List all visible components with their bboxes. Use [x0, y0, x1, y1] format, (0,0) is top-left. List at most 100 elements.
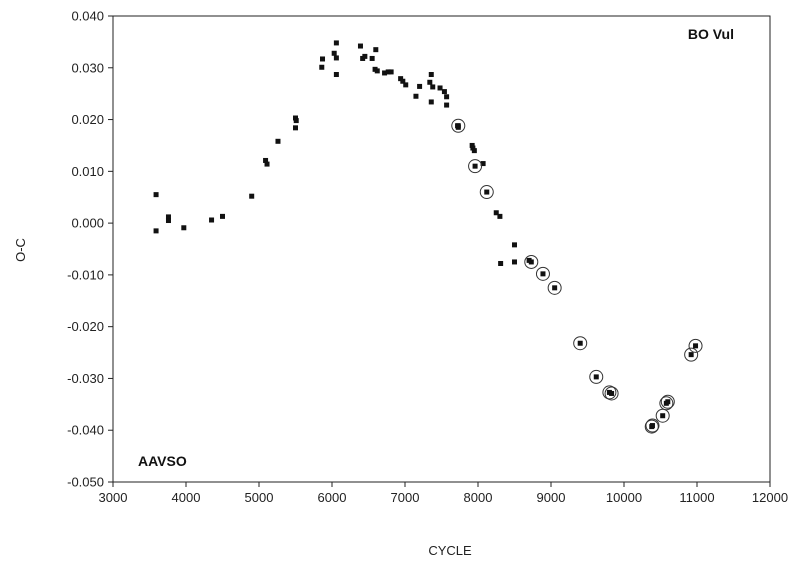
point-circle-marker [524, 254, 539, 269]
data-point [181, 225, 187, 231]
data-point [428, 99, 434, 105]
point-circle-marker [589, 369, 604, 384]
data-point-circled [479, 185, 494, 200]
point-circle-marker [659, 396, 674, 411]
data-point [688, 352, 694, 358]
point-circle-marker [660, 394, 675, 409]
data-point [577, 340, 583, 346]
point-circle-marker [573, 336, 588, 351]
data-point [165, 218, 171, 224]
point-circle-marker [604, 386, 619, 401]
data-point [369, 55, 375, 61]
data-point [153, 192, 159, 198]
data-point [388, 69, 394, 75]
data-point [400, 78, 406, 84]
data-point [165, 214, 171, 220]
data-point [357, 43, 363, 49]
point-circle-marker [479, 185, 494, 200]
point-circle-marker [684, 347, 699, 362]
data-point-circled [524, 254, 539, 269]
data-point [293, 115, 298, 121]
x-tick-label: 5000 [245, 490, 274, 505]
annotation-star-name: BO Vul [688, 26, 734, 42]
data-point [660, 413, 666, 419]
y-tick-label: -0.030 [67, 371, 104, 386]
data-point [417, 83, 423, 89]
data-point [333, 55, 339, 61]
y-tick-label: 0.030 [71, 60, 104, 75]
data-point [413, 93, 419, 99]
x-tick-label: 12000 [752, 490, 788, 505]
data-point-circled [468, 159, 483, 174]
series-plain-points [153, 40, 532, 266]
y-tick-label: -0.040 [67, 423, 104, 438]
x-tick-label: 4000 [172, 490, 201, 505]
data-point-circled [604, 386, 619, 401]
data-point [373, 47, 379, 53]
data-point [437, 85, 443, 91]
data-point [441, 89, 447, 95]
data-point [153, 228, 159, 234]
data-point [480, 161, 486, 167]
x-tick-label: 3000 [99, 490, 128, 505]
series-circled-points [451, 118, 703, 434]
y-tick-label: 0.010 [71, 164, 104, 179]
y-tick-label: -0.050 [67, 475, 104, 490]
data-point [540, 271, 546, 277]
x-tick-label: 11000 [679, 490, 714, 505]
data-point [455, 123, 461, 129]
data-point-circled [573, 336, 588, 351]
data-point [528, 259, 534, 265]
data-point-circled [535, 266, 550, 281]
point-circle-marker [547, 280, 562, 295]
data-point [470, 145, 476, 151]
point-circle-marker [602, 385, 617, 400]
x-tick-label: 7000 [391, 490, 420, 505]
data-point [444, 94, 450, 100]
x-tick-label: 9000 [537, 490, 566, 505]
data-point [665, 399, 671, 405]
x-tick-label: 6000 [318, 490, 347, 505]
data-point [472, 163, 478, 169]
data-point [512, 242, 517, 248]
y-axis-label: O-C [13, 238, 28, 262]
data-point [469, 142, 475, 148]
data-point [428, 72, 434, 78]
data-point [609, 390, 615, 396]
data-point [403, 82, 409, 88]
x-axis-ticks: 3000 4000 5000 6000 7000 8000 9000 10000 11000 12… [99, 482, 788, 505]
y-tick-label: -0.010 [67, 267, 104, 282]
point-circle-marker [688, 338, 703, 353]
data-point [430, 84, 436, 90]
data-point [263, 157, 269, 163]
point-circle-marker [468, 159, 483, 174]
data-point [320, 56, 326, 62]
data-point [382, 70, 388, 76]
data-point [209, 217, 215, 223]
data-point [512, 259, 517, 265]
data-point [319, 64, 325, 70]
data-point-circled [684, 347, 699, 362]
data-point-circled [688, 338, 703, 353]
data-point [362, 53, 368, 59]
data-point [398, 76, 404, 82]
data-point [385, 69, 391, 75]
plot-frame [112, 15, 771, 483]
data-point [649, 423, 655, 429]
data-point [493, 210, 499, 216]
data-point [293, 125, 298, 131]
data-point [249, 193, 255, 199]
data-point [333, 72, 339, 78]
data-point-circled [645, 418, 660, 433]
x-axis-label: CYCLE [428, 543, 472, 558]
point-circle-marker [451, 118, 466, 133]
y-tick-label: 0.000 [71, 216, 104, 231]
data-point [498, 260, 504, 266]
data-point [693, 343, 699, 349]
data-point [484, 189, 490, 195]
data-point [471, 148, 477, 154]
point-circle-marker [645, 418, 660, 433]
point-circle-marker [644, 419, 659, 434]
data-point [293, 118, 299, 124]
